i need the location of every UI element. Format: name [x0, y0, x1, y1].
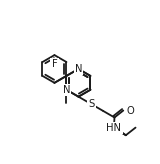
- Text: F: F: [52, 59, 57, 69]
- Text: O: O: [126, 106, 134, 116]
- Text: N: N: [75, 64, 82, 74]
- Text: HN: HN: [106, 123, 121, 133]
- Text: N: N: [63, 85, 70, 95]
- Text: S: S: [88, 99, 95, 109]
